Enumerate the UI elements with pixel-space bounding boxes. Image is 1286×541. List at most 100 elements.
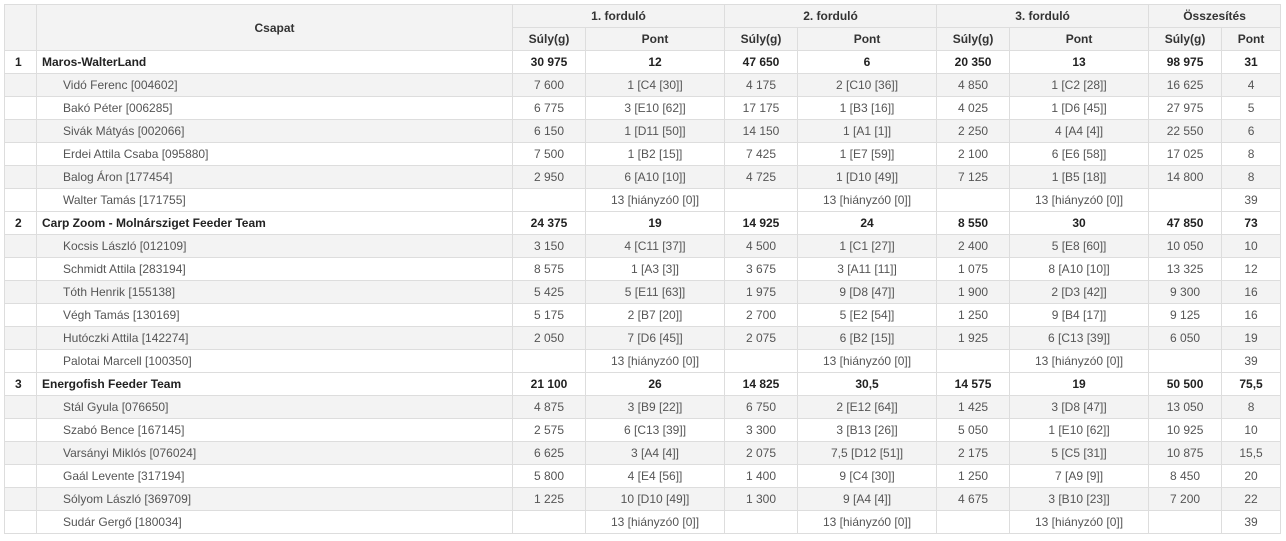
- member-round-3-points: 6 [C13 [39]]: [1009, 326, 1150, 350]
- member-row: Varsányi Miklós [076024] 6 625 3 [A4 [4]] 2…: [4, 441, 1282, 465]
- member-rank-empty: [4, 510, 37, 534]
- member-total-points: 6: [1221, 119, 1282, 143]
- member-rank-empty: [4, 142, 37, 166]
- member-total-weight: 17 025: [1148, 142, 1223, 166]
- member-total-weight: [1148, 510, 1223, 534]
- member-total-weight: [1148, 188, 1223, 212]
- member-round-2-points: 13 [hiányzó0 [0]]: [797, 188, 938, 212]
- round-1-points-header: Pont: [584, 27, 726, 51]
- member-name: Végh Tamás [130169]: [36, 303, 513, 327]
- member-round-3-points: 3 [D8 [47]]: [1009, 395, 1150, 419]
- member-round-2-points: 3 [B13 [26]]: [797, 418, 938, 442]
- member-round-2-weight: 4 500: [724, 234, 799, 258]
- member-round-1-points: 2 [B7 [20]]: [584, 303, 726, 327]
- member-name: Gaál Levente [317194]: [36, 464, 513, 488]
- member-row: Szabó Bence [167145] 2 575 6 [C13 [39]] 3 3…: [4, 418, 1282, 442]
- member-round-2-points: 5 [E2 [54]]: [797, 303, 938, 327]
- member-round-1-points: 1 [D11 [50]]: [584, 119, 726, 143]
- member-round-3-weight: 2 175: [936, 441, 1011, 465]
- member-round-2-points: 13 [hiányzó0 [0]]: [797, 510, 938, 534]
- member-round-1-weight: 5 800: [512, 464, 586, 488]
- member-round-2-weight: 2 075: [724, 441, 799, 465]
- member-round-3-points: 6 [E6 [58]]: [1009, 142, 1150, 166]
- member-row: Vidó Ferenc [004602] 7 600 1 [C4 [30]] 4 17…: [4, 73, 1282, 97]
- member-round-2-weight: 17 175: [724, 96, 799, 120]
- member-round-1-points: 6 [A10 [10]]: [584, 165, 726, 189]
- member-round-1-points: 1 [C4 [30]]: [584, 73, 726, 97]
- member-round-3-weight: 1 250: [936, 464, 1011, 488]
- member-round-2-weight: 3 675: [724, 257, 799, 281]
- member-round-1-weight: 4 875: [512, 395, 586, 419]
- team-round-1-weight: 24 375: [512, 211, 586, 235]
- team-round-3-points: 13: [1009, 50, 1150, 74]
- member-round-3-weight: 2 250: [936, 119, 1011, 143]
- member-round-3-points: 5 [E8 [60]]: [1009, 234, 1150, 258]
- member-round-1-weight: [512, 510, 586, 534]
- results-table: Csapat 1. forduló 2. forduló 3. forduló …: [4, 4, 1282, 534]
- member-round-2-points: 1 [D10 [49]]: [797, 165, 938, 189]
- team-round-1-points: 12: [584, 50, 726, 74]
- member-total-weight: 10 050: [1148, 234, 1223, 258]
- member-name: Erdei Attila Csaba [095880]: [36, 142, 513, 166]
- member-round-1-weight: 6 625: [512, 441, 586, 465]
- member-round-1-points: 4 [C11 [37]]: [584, 234, 726, 258]
- member-name: Palotai Marcell [100350]: [36, 349, 513, 373]
- member-round-3-points: 5 [C5 [31]]: [1009, 441, 1150, 465]
- team-rank: 2: [4, 211, 37, 235]
- team-rank: 3: [4, 372, 37, 396]
- member-total-points: 15,5: [1221, 441, 1282, 465]
- member-total-points: 10: [1221, 418, 1282, 442]
- member-rank-empty: [4, 326, 37, 350]
- member-name: Tóth Henrik [155138]: [36, 280, 513, 304]
- member-round-2-weight: 2 700: [724, 303, 799, 327]
- member-row: Schmidt Attila [283194] 8 575 1 [A3 [3]] 3 …: [4, 257, 1282, 281]
- member-round-2-weight: 3 300: [724, 418, 799, 442]
- member-round-1-weight: 1 225: [512, 487, 586, 511]
- member-rank-empty: [4, 464, 37, 488]
- total-points-header: Pont: [1221, 27, 1282, 51]
- member-name: Kocsis László [012109]: [36, 234, 513, 258]
- member-round-1-points: 1 [B2 [15]]: [584, 142, 726, 166]
- member-rank-empty: [4, 487, 37, 511]
- member-rank-empty: [4, 441, 37, 465]
- member-round-3-weight: 1 900: [936, 280, 1011, 304]
- member-row: Tóth Henrik [155138] 5 425 5 [E11 [63]] 1 9…: [4, 280, 1282, 304]
- member-total-weight: 10 925: [1148, 418, 1223, 442]
- member-round-1-weight: 7 500: [512, 142, 586, 166]
- member-round-2-weight: 4 175: [724, 73, 799, 97]
- member-round-2-weight: [724, 188, 799, 212]
- member-name: Varsányi Miklós [076024]: [36, 441, 513, 465]
- member-round-2-points: 1 [B3 [16]]: [797, 96, 938, 120]
- member-round-1-weight: 6 775: [512, 96, 586, 120]
- round-2-header: 2. forduló: [724, 4, 938, 28]
- member-total-points: 8: [1221, 395, 1282, 419]
- team-round-2-weight: 14 825: [724, 372, 799, 396]
- member-round-1-weight: 8 575: [512, 257, 586, 281]
- team-row: 1 Maros-WalterLand 30 975 12 47 650 6 20 350 13…: [4, 50, 1282, 74]
- member-round-2-points: 2 [C10 [36]]: [797, 73, 938, 97]
- member-round-1-points: 1 [A3 [3]]: [584, 257, 726, 281]
- member-round-2-points: 9 [D8 [47]]: [797, 280, 938, 304]
- member-round-2-weight: 1 400: [724, 464, 799, 488]
- member-name: Szabó Bence [167145]: [36, 418, 513, 442]
- member-total-points: 10: [1221, 234, 1282, 258]
- member-round-2-points: 1 [A1 [1]]: [797, 119, 938, 143]
- member-round-2-weight: 1 975: [724, 280, 799, 304]
- member-total-points: 8: [1221, 165, 1282, 189]
- member-total-weight: 22 550: [1148, 119, 1223, 143]
- member-round-3-points: 1 [B5 [18]]: [1009, 165, 1150, 189]
- member-round-2-points: 9 [C4 [30]]: [797, 464, 938, 488]
- member-round-1-weight: 2 575: [512, 418, 586, 442]
- member-name: Walter Tamás [171755]: [36, 188, 513, 212]
- team-round-2-weight: 14 925: [724, 211, 799, 235]
- team-round-3-weight: 8 550: [936, 211, 1011, 235]
- member-round-3-points: 2 [D3 [42]]: [1009, 280, 1150, 304]
- member-row: Sivák Mátyás [002066] 6 150 1 [D11 [50]] 14…: [4, 119, 1282, 143]
- team-round-3-weight: 14 575: [936, 372, 1011, 396]
- member-rank-empty: [4, 188, 37, 212]
- member-row: Sudár Gergő [180034] 13 [hiányzó0 [0]] 13 …: [4, 510, 1282, 534]
- team-row: 3 Energofish Feeder Team 21 100 26 14 825 30,…: [4, 372, 1282, 396]
- member-name: Sólyom László [369709]: [36, 487, 513, 511]
- member-round-3-points: 4 [A4 [4]]: [1009, 119, 1150, 143]
- member-round-3-points: 7 [A9 [9]]: [1009, 464, 1150, 488]
